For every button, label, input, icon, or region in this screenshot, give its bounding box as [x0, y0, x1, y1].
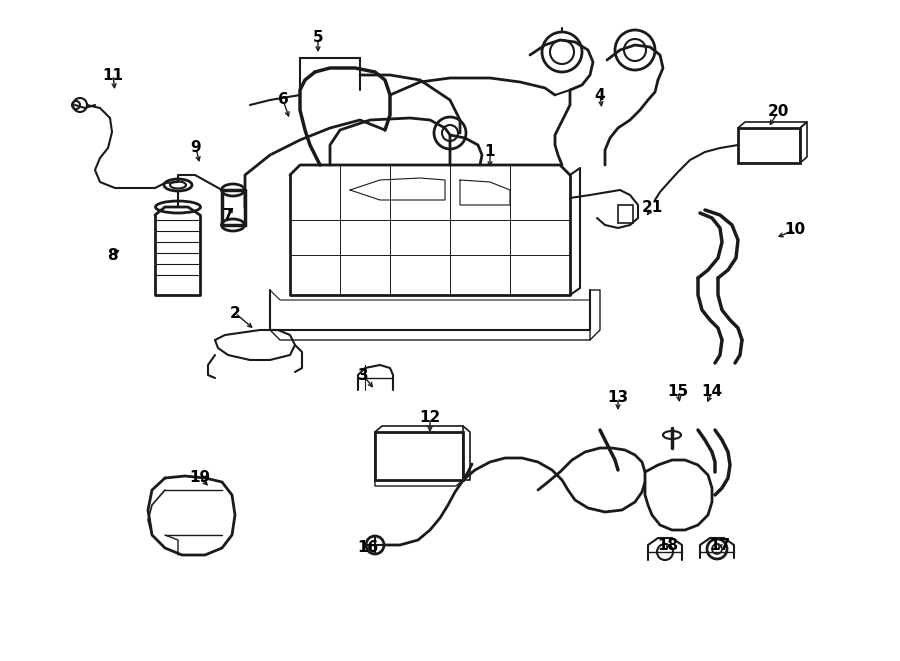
Text: 13: 13 — [608, 391, 628, 405]
Text: 14: 14 — [701, 385, 723, 399]
Text: 1: 1 — [485, 145, 495, 159]
Text: 18: 18 — [657, 537, 679, 553]
Text: 9: 9 — [191, 141, 202, 155]
Text: 17: 17 — [709, 537, 731, 553]
Text: 4: 4 — [595, 87, 606, 102]
Text: 2: 2 — [230, 305, 240, 321]
Text: 7: 7 — [222, 208, 233, 223]
Text: 12: 12 — [419, 410, 441, 426]
Text: 21: 21 — [642, 200, 662, 215]
Text: 16: 16 — [357, 539, 379, 555]
Text: 20: 20 — [768, 104, 788, 120]
Bar — [618, 205, 633, 223]
Text: 3: 3 — [357, 368, 368, 383]
Text: 8: 8 — [107, 247, 117, 262]
Text: 19: 19 — [189, 469, 211, 485]
Text: 11: 11 — [103, 67, 123, 83]
Bar — [375, 432, 463, 480]
Text: 5: 5 — [312, 30, 323, 46]
Bar — [738, 128, 800, 163]
Text: 15: 15 — [668, 385, 688, 399]
Text: 6: 6 — [277, 93, 288, 108]
Text: 10: 10 — [785, 223, 806, 237]
